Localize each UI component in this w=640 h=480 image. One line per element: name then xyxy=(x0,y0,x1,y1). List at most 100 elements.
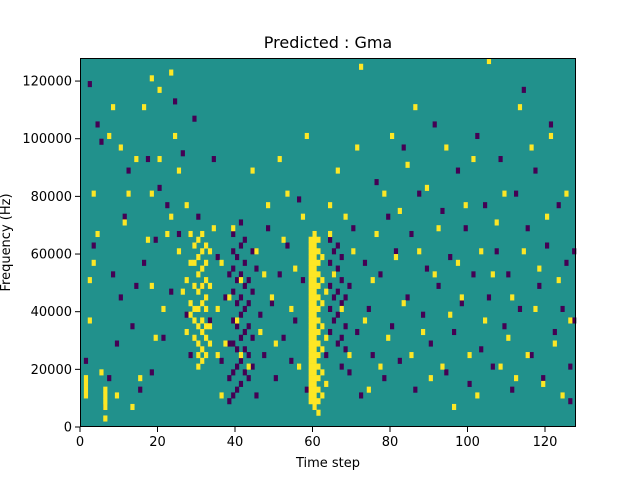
heatmap-cell-low xyxy=(382,375,387,382)
heatmap-cell-high xyxy=(548,132,554,140)
heatmap-cell-high xyxy=(316,375,321,382)
heatmap-cell-high xyxy=(471,156,476,163)
heatmap-cell-low xyxy=(374,179,379,186)
heatmap-cell-low xyxy=(572,248,577,255)
plot-frame xyxy=(80,58,576,427)
heatmap-cell-high xyxy=(184,202,189,209)
heatmap-cell-high xyxy=(312,248,317,255)
heatmap-cell-high xyxy=(169,69,174,76)
y-tick-label: 100000 xyxy=(22,132,72,147)
heatmap-cell-high xyxy=(312,305,317,312)
heatmap-cell-low xyxy=(459,300,464,307)
heatmap-cell-low xyxy=(537,282,542,289)
heatmap-cell-high xyxy=(308,386,313,393)
heatmap-cell-low xyxy=(525,225,530,232)
heatmap-cell-low xyxy=(238,294,244,301)
heatmap-cell-low xyxy=(269,300,275,307)
heatmap-cell-high xyxy=(219,259,224,266)
heatmap-cell-high xyxy=(83,380,89,387)
heatmap-cell-high xyxy=(188,311,193,318)
heatmap-cell-high xyxy=(320,369,325,376)
heatmap-cell-high xyxy=(521,248,526,255)
heatmap-cell-high xyxy=(308,380,313,387)
heatmap-cell-low xyxy=(114,340,120,347)
heatmap-cell-high xyxy=(308,236,313,243)
heatmap-cell-low xyxy=(262,352,267,359)
heatmap-cell-high xyxy=(304,132,309,140)
heatmap-cell-high xyxy=(254,248,259,255)
heatmap-cell-low xyxy=(235,277,240,284)
heatmap-cell-low xyxy=(231,317,236,324)
heatmap-cell-high xyxy=(552,340,557,347)
heatmap-cell-high xyxy=(103,386,108,393)
heatmap-cell-low xyxy=(328,236,333,243)
heatmap-cell-low xyxy=(390,323,395,330)
heatmap-cell-high xyxy=(157,86,162,93)
heatmap-cell-high xyxy=(494,219,499,226)
heatmap-cell-low xyxy=(564,259,569,266)
heatmap-cell-high xyxy=(196,236,201,243)
heatmap-cell-high xyxy=(111,104,116,111)
heatmap-cell-high xyxy=(351,248,356,255)
heatmap-cell-high xyxy=(157,156,162,163)
heatmap-cell-low xyxy=(289,357,294,364)
heatmap-cell-low xyxy=(176,230,182,238)
heatmap-cell-high xyxy=(308,294,313,301)
heatmap-cell-high xyxy=(514,375,519,382)
heatmap-cell-high xyxy=(91,259,96,266)
heatmap-cell-high xyxy=(401,300,406,307)
heatmap-cell-low xyxy=(494,248,499,255)
heatmap-cell-high xyxy=(320,254,325,261)
heatmap-cell-high xyxy=(316,248,321,255)
heatmap-cell-low xyxy=(173,98,178,105)
heatmap-cell-low xyxy=(188,352,193,359)
heatmap-cell-high xyxy=(196,254,201,261)
heatmap-cell-high xyxy=(308,282,313,289)
heatmap-cell-high xyxy=(324,288,329,295)
heatmap-cell-low xyxy=(231,392,236,399)
heatmap-cell-low xyxy=(293,317,298,324)
heatmap-cell-low xyxy=(339,363,344,370)
heatmap-cell-high xyxy=(378,363,383,370)
heatmap-cell-low xyxy=(490,363,495,370)
heatmap-cell-high xyxy=(308,242,313,249)
heatmap-cell-low xyxy=(529,352,534,359)
heatmap-cell-high xyxy=(331,271,337,278)
heatmap-cell-high xyxy=(99,369,104,376)
heatmap-cell-high xyxy=(537,265,542,272)
heatmap-cell-high xyxy=(339,305,344,312)
x-tick-label: 60 xyxy=(304,435,321,450)
heatmap-cell-low xyxy=(545,242,550,249)
heatmap-cell-low xyxy=(95,121,100,128)
heatmap-cell-low xyxy=(235,300,240,307)
heatmap-cell-high xyxy=(308,375,313,382)
heatmap-cell-high xyxy=(204,352,209,359)
heatmap-cell-low xyxy=(331,294,337,301)
heatmap-cell-low xyxy=(246,277,251,284)
heatmap-cell-high xyxy=(308,398,313,405)
heatmap-cell-low xyxy=(231,288,236,295)
heatmap-cell-high xyxy=(444,144,449,151)
heatmap-cell-low xyxy=(142,259,147,266)
heatmap-cell-high xyxy=(312,328,317,336)
heatmap-cell-high xyxy=(533,305,538,312)
heatmap-cell-high xyxy=(176,167,182,174)
heatmap-cell-high xyxy=(312,357,317,364)
heatmap-cell-low xyxy=(370,352,375,359)
heatmap-cell-high xyxy=(165,230,170,238)
heatmap-cell-low xyxy=(343,346,348,353)
heatmap-cell-low xyxy=(235,363,240,370)
heatmap-cell-low xyxy=(572,317,577,324)
heatmap-cell-low xyxy=(242,346,247,353)
heatmap-cell-high xyxy=(238,352,244,359)
heatmap-cell-high xyxy=(320,346,325,353)
heatmap-cell-high xyxy=(409,352,414,359)
heatmap-cell-high xyxy=(560,392,565,399)
heatmap-cell-low xyxy=(517,305,523,312)
heatmap-cell-low xyxy=(149,369,154,376)
heatmap-cell-high xyxy=(328,230,333,238)
heatmap-cell-high xyxy=(316,294,321,301)
heatmap-cell-high xyxy=(204,323,209,330)
heatmap-cell-high xyxy=(200,317,205,324)
heatmap-cell-high xyxy=(459,294,464,301)
